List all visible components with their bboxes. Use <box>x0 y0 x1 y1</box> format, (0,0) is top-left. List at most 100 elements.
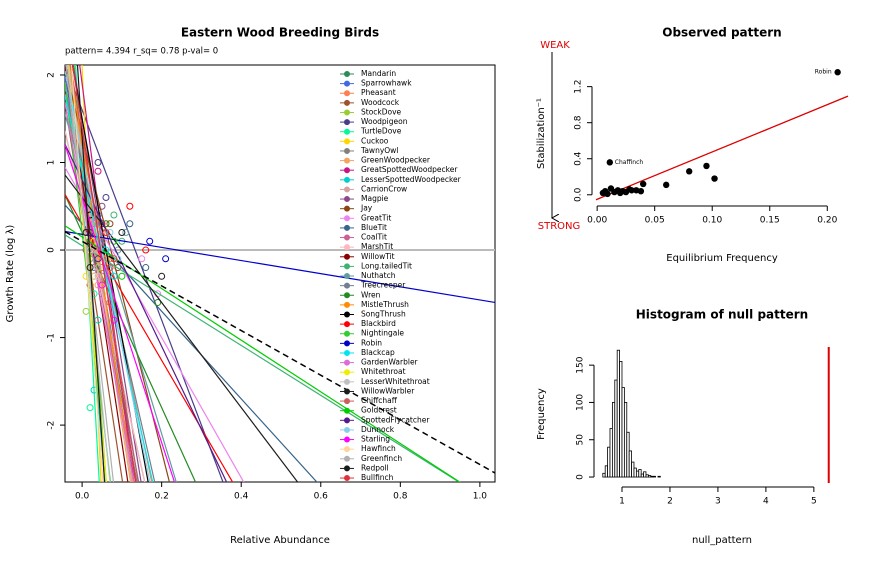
y-tick-label: 150 <box>576 356 586 373</box>
point <box>628 187 635 194</box>
legend-label: SongThrush <box>361 310 406 319</box>
legend-label: Woodcock <box>361 98 400 107</box>
x-tick-label: 0.6 <box>314 492 329 502</box>
strong-label: STRONG <box>538 221 581 232</box>
point <box>114 246 122 254</box>
histogram-bar <box>638 469 642 478</box>
point <box>94 255 102 263</box>
point <box>604 190 611 198</box>
x-tick-label: 0.15 <box>760 216 780 226</box>
y-axis-label: Stabilization⁻¹ <box>536 98 547 169</box>
legend-label: CoalTit <box>361 233 387 242</box>
legend-marker <box>344 157 350 164</box>
legend-label: Wren <box>361 290 381 299</box>
fit-line <box>65 234 461 482</box>
fit-line <box>66 65 132 482</box>
y-tick-label: 100 <box>576 394 586 411</box>
fit-line <box>65 174 299 482</box>
chart-title: Eastern Wood Breeding Birds <box>181 26 379 40</box>
legend-marker <box>344 263 350 270</box>
point <box>662 181 670 189</box>
legend-marker <box>344 426 350 433</box>
legend-marker <box>344 340 350 347</box>
legend-marker <box>344 90 350 97</box>
point <box>98 202 106 210</box>
point <box>110 272 118 280</box>
legend-label: TawnyOwl <box>360 146 398 155</box>
legend-label: GreatTit <box>361 213 391 222</box>
point <box>106 229 114 237</box>
fit-line <box>68 65 133 482</box>
legend-label: Magpie <box>361 194 389 203</box>
point <box>637 187 645 195</box>
legend-label: Sparrowhawk <box>361 79 412 88</box>
legend-label: Goldcrest <box>361 406 397 415</box>
x-tick-label: 0.4 <box>234 492 249 502</box>
x-axis-label: Relative Abundance <box>230 535 330 546</box>
legend-marker <box>344 388 350 395</box>
x-tick-label: 5 <box>811 497 817 507</box>
legend-marker <box>344 253 350 260</box>
legend-marker <box>344 147 350 154</box>
point <box>118 272 126 280</box>
point <box>138 255 146 263</box>
legend-marker <box>344 176 350 183</box>
legend-marker <box>344 455 350 462</box>
x-axis-label: Equilibrium Frequency <box>666 253 778 264</box>
legend-label: BlueTit <box>361 223 387 232</box>
fit-line <box>67 65 111 482</box>
point <box>834 69 841 76</box>
fit-line <box>65 67 129 482</box>
point <box>142 246 150 254</box>
legend-marker <box>344 301 350 308</box>
legend-label: Mandarin <box>361 69 396 78</box>
point <box>102 194 110 202</box>
fit-line <box>65 130 146 482</box>
y-tick-label: 1.2 <box>574 79 584 93</box>
legend-marker <box>344 109 350 116</box>
point <box>86 264 94 272</box>
fit-line <box>65 65 224 482</box>
legend-label: Whitethroat <box>361 367 406 376</box>
legend-marker <box>344 224 350 231</box>
point <box>639 180 647 188</box>
legend-marker <box>344 167 350 174</box>
point <box>82 229 90 237</box>
fit-line <box>65 194 197 482</box>
point <box>142 264 150 272</box>
legend-label: StockDove <box>361 107 402 116</box>
point <box>90 386 98 394</box>
legend-marker <box>344 119 350 126</box>
legend-marker <box>344 215 350 222</box>
x-axis-label: null_pattern <box>692 535 752 546</box>
point <box>102 229 110 237</box>
weak-label: WEAK <box>540 40 570 51</box>
x-tick-label: 4 <box>763 497 769 507</box>
point <box>146 237 154 245</box>
legend-marker <box>344 205 350 212</box>
chart-title: Observed pattern <box>662 26 781 40</box>
legend-label: Treecreeper <box>360 281 406 290</box>
histogram-bar <box>652 475 656 478</box>
legend-label: Jay <box>360 204 373 213</box>
point <box>114 264 122 272</box>
legend-label: WillowTit <box>361 252 395 261</box>
legend-label: TurtleDove <box>360 127 402 136</box>
x-tick-label: 0.05 <box>645 216 665 226</box>
point <box>90 246 98 254</box>
point <box>94 167 102 175</box>
legend-marker <box>344 311 350 318</box>
x-tick-label: 0.2 <box>154 492 168 502</box>
fit-line <box>65 70 151 482</box>
point <box>94 264 102 272</box>
x-tick-label: 0.00 <box>587 216 607 226</box>
point <box>703 162 710 170</box>
fit-line <box>65 231 495 474</box>
y-tick-label: 2 <box>47 72 57 78</box>
y-tick-label: 0 <box>47 247 57 253</box>
legend-marker <box>344 475 350 482</box>
legend-label: Woodpigeon <box>361 117 408 126</box>
plot-area <box>65 65 495 482</box>
x-tick-label: 3 <box>715 497 721 507</box>
legend-label: Robin <box>361 338 382 347</box>
